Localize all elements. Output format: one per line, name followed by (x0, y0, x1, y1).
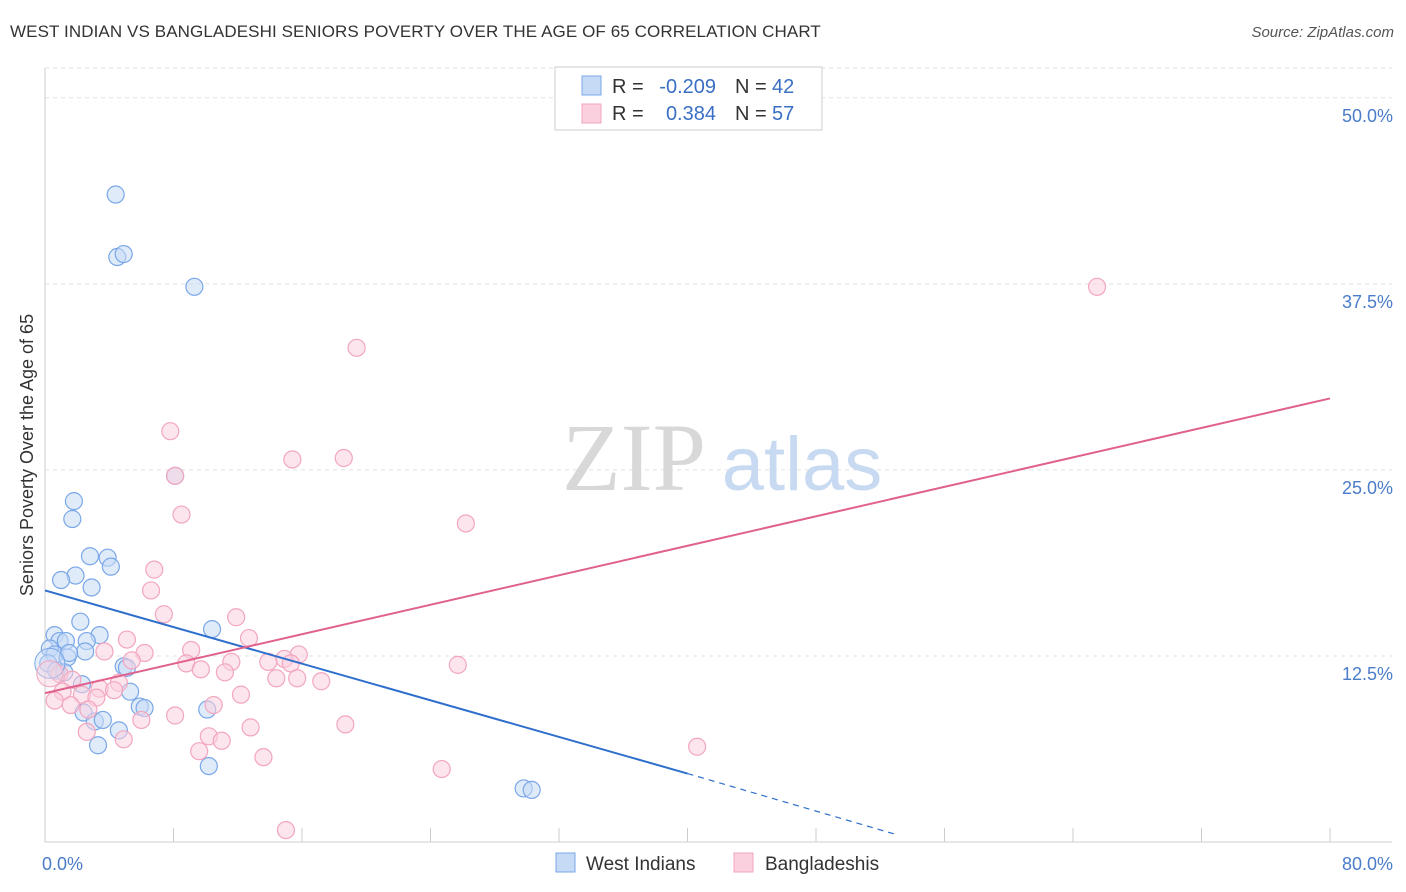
point-bangladeshis (79, 700, 98, 719)
point-bangladeshis (283, 450, 302, 469)
point-bangladeshis (267, 669, 286, 688)
point-bangladeshis (334, 448, 353, 468)
point-west-indians (51, 570, 71, 590)
point-west-indians (522, 780, 541, 800)
series-legend: West Indians Bangladeshis (555, 852, 879, 875)
point-bangladeshis (448, 655, 467, 674)
legend-n-label-2: N = (735, 103, 767, 125)
point-west-indians (185, 277, 204, 296)
point-west-indians (199, 756, 218, 776)
watermark: ZIP atlas (562, 404, 882, 511)
point-bangladeshis (432, 759, 451, 779)
legend-swatch-west-indians (581, 75, 602, 96)
series-legend-label-west-indians: West Indians (586, 854, 695, 875)
point-bangladeshis (63, 670, 82, 689)
legend-n-value-1: 42 (772, 76, 794, 98)
point-west-indians (80, 547, 100, 566)
point-bangladeshis (122, 651, 141, 670)
point-bangladeshis (61, 695, 80, 715)
grid-lines (45, 67, 1392, 657)
legend-n-value-2: 57 (772, 103, 794, 125)
point-bangladeshis (456, 514, 475, 533)
point-west-indians (93, 710, 112, 730)
point-west-indians (34, 647, 66, 679)
point-bangladeshis (45, 691, 64, 710)
point-bangladeshis (166, 706, 185, 725)
axes (44, 68, 1392, 843)
point-bangladeshis (212, 731, 231, 750)
point-bangladeshis (190, 742, 209, 761)
point-west-indians (88, 736, 108, 755)
point-bangladeshis (215, 663, 234, 682)
point-bangladeshis (145, 560, 164, 579)
point-west-indians (71, 612, 90, 631)
point-bangladeshis (276, 820, 296, 840)
data-points (34, 185, 1107, 840)
point-bangladeshis (241, 718, 260, 737)
trend-lines (44, 397, 1331, 836)
legend-n-label-1: N = (735, 76, 767, 98)
point-bangladeshis (77, 722, 96, 741)
point-west-indians (64, 492, 84, 511)
point-west-indians (76, 642, 95, 661)
point-bangladeshis (161, 422, 180, 441)
point-bangladeshis (288, 669, 307, 688)
chart-title: WEST INDIAN VS BANGLADESHI SENIORS POVER… (10, 22, 821, 41)
watermark-atlas: atlas (722, 422, 883, 507)
point-bangladeshis (141, 581, 161, 600)
point-bangladeshis (1087, 277, 1107, 296)
point-west-indians (63, 509, 82, 529)
point-bangladeshis (36, 660, 64, 688)
x-tick-label-max: 80.0% (1342, 854, 1393, 874)
point-bangladeshis (347, 338, 366, 357)
series-legend-swatch-west-indians (555, 852, 576, 873)
legend-r-label-1: R = (612, 76, 644, 98)
y-tick-label: 12.5% (1342, 664, 1393, 684)
point-bangladeshis (191, 660, 210, 679)
point-bangladeshis (254, 748, 273, 767)
trend-line-west-indians-extension (687, 772, 897, 836)
point-west-indians (114, 244, 133, 264)
point-bangladeshis (227, 608, 246, 627)
point-bangladeshis (154, 605, 173, 624)
point-bangladeshis (132, 710, 151, 730)
point-bangladeshis (688, 737, 707, 756)
point-bangladeshis (114, 730, 133, 749)
legend-r-value-2: 0.384 (666, 103, 716, 125)
point-west-indians (101, 557, 120, 576)
point-west-indians (82, 578, 101, 597)
y-tick-label: 25.0% (1342, 478, 1393, 498)
point-bangladeshis (336, 715, 355, 734)
stats-legend: R = -0.209 N = 42 R = 0.384 N = 57 (554, 66, 823, 131)
y-tick-label: 37.5% (1342, 292, 1393, 312)
legend-r-value-1: -0.209 (659, 76, 716, 98)
point-bangladeshis (95, 642, 114, 661)
point-bangladeshis (117, 630, 137, 649)
watermark-zip: ZIP (562, 404, 706, 511)
point-west-indians (106, 185, 125, 204)
tick-labels: 12.5% 25.0% 37.5% 50.0% 0.0% 80.0% (42, 106, 1393, 874)
series-legend-label-bangladeshis: Bangladeshis (765, 854, 879, 875)
point-bangladeshis (231, 685, 251, 704)
point-bangladeshis (166, 466, 185, 485)
x-tick-label-min: 0.0% (42, 854, 83, 874)
y-axis-label: Seniors Poverty Over the Age of 65 (17, 314, 37, 596)
source-label: Source: ZipAtlas.com (1251, 24, 1394, 41)
point-bangladeshis (312, 672, 331, 691)
point-west-indians (202, 620, 222, 639)
legend-swatch-bangladeshis (581, 103, 602, 124)
series-legend-swatch-bangladeshis (733, 852, 754, 873)
trend-line-west-indians (44, 589, 688, 775)
trend-line-bangladeshis (44, 397, 1331, 695)
point-bangladeshis (104, 681, 124, 700)
y-tick-label: 50.0% (1342, 106, 1393, 126)
point-bangladeshis (204, 695, 223, 715)
point-bangladeshis (172, 505, 191, 524)
legend-r-label-2: R = (612, 103, 644, 125)
